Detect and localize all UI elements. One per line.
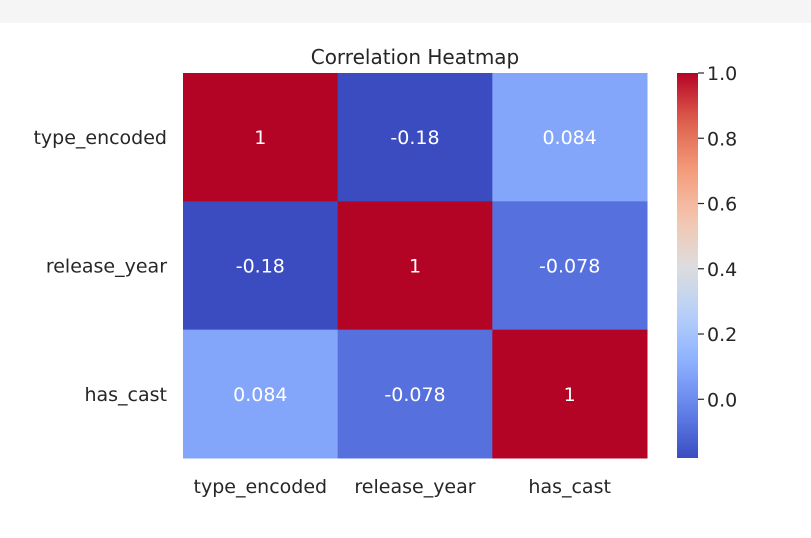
- cell-value-label: -0.18: [390, 127, 439, 149]
- heatmap-cell: [337, 329, 493, 459]
- col-tick-label: release_year: [354, 476, 475, 498]
- colorbar: [677, 73, 698, 458]
- colorbar-ticks: 0.0 0.2 0.4 0.6 0.8 1.0: [698, 63, 737, 411]
- colorbar-tick-label: 0.6: [707, 194, 737, 216]
- heatmap-cell: [492, 201, 648, 331]
- cell-value-label: -0.18: [236, 255, 285, 277]
- heatmap-cell: [492, 329, 648, 459]
- top-band: [0, 0, 811, 23]
- heatmap-cell: [492, 73, 648, 202]
- cell-value-label: 0.084: [542, 127, 596, 149]
- heatmap-cell: [183, 201, 339, 331]
- heatmap-cell: [183, 329, 339, 459]
- cell-value-label: 1: [254, 127, 266, 149]
- colorbar-tick-label: 0.8: [707, 128, 737, 150]
- cell-value-label: 1: [409, 255, 421, 277]
- row-tick-labels: type_encoded release_year has_cast: [33, 127, 167, 406]
- heatmap-cell: [183, 73, 339, 202]
- colorbar-tick-label: 1.0: [707, 63, 737, 85]
- row-tick-label: release_year: [46, 255, 167, 277]
- col-tick-label: has_cast: [528, 476, 611, 498]
- cell-value-label: 1: [564, 384, 576, 406]
- col-tick-labels: type_encoded release_year has_cast: [194, 476, 611, 498]
- cell-value-label: -0.078: [384, 384, 445, 406]
- row-tick-label: has_cast: [84, 384, 167, 406]
- colorbar-tick-label: 0.0: [707, 389, 737, 411]
- cell-value-label: -0.078: [539, 255, 600, 277]
- cell-value-label: 0.084: [233, 384, 287, 406]
- heatmap-chart: Correlation Heatmap 1 -0.18 0.084 -0.18 1 -0.…: [33, 45, 737, 498]
- colorbar-tick-label: 0.2: [707, 324, 737, 346]
- heatmap-cells: 1 -0.18 0.084 -0.18 1 -0.078 0.084 -0.078 1: [183, 73, 648, 459]
- row-tick-label: type_encoded: [33, 127, 167, 149]
- colorbar-tick-label: 0.4: [707, 259, 737, 281]
- heatmap-cell: [337, 73, 493, 202]
- figure: Correlation Heatmap 1 -0.18 0.084 -0.18 1 -0.…: [0, 23, 811, 538]
- chart-title: Correlation Heatmap: [311, 45, 520, 69]
- heatmap-cell: [337, 201, 493, 331]
- col-tick-label: type_encoded: [194, 476, 328, 498]
